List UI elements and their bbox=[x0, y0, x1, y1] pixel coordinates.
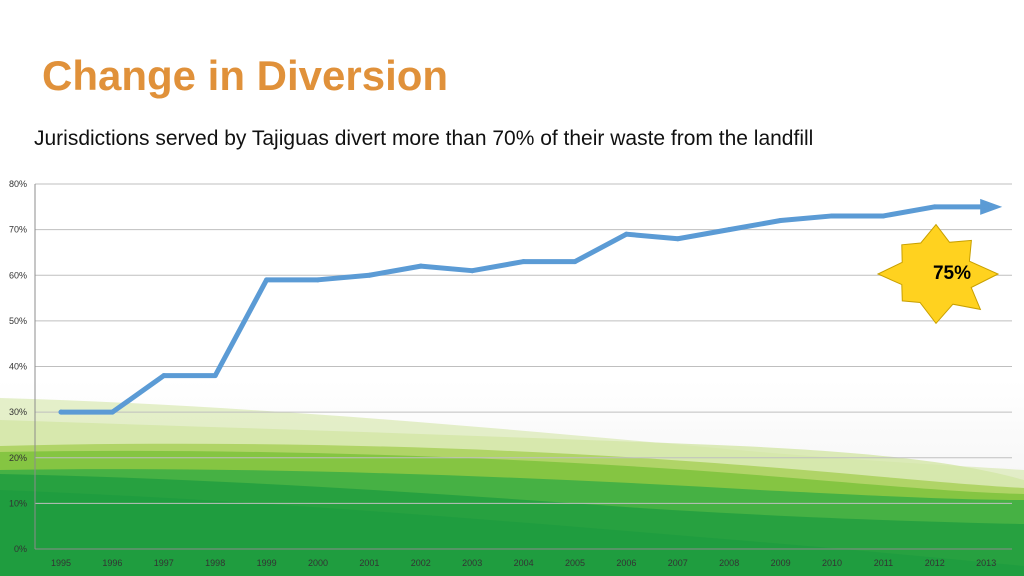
x-tick-label: 2008 bbox=[719, 558, 739, 568]
y-tick-label: 70% bbox=[9, 225, 27, 235]
x-tick-label: 2003 bbox=[462, 558, 482, 568]
background-wave bbox=[0, 490, 1024, 576]
slide-subtitle: Jurisdictions served by Tajiguas divert … bbox=[34, 127, 814, 150]
x-tick-label: 1996 bbox=[102, 558, 122, 568]
data-point bbox=[418, 263, 424, 269]
green-wave-background bbox=[0, 380, 1024, 576]
x-tick-label: 2013 bbox=[976, 558, 996, 568]
data-point bbox=[366, 272, 372, 278]
y-tick-label: 0% bbox=[14, 544, 27, 554]
data-point bbox=[675, 236, 681, 242]
data-point bbox=[829, 213, 835, 219]
y-tick-label: 60% bbox=[9, 270, 27, 280]
data-point bbox=[264, 277, 270, 283]
x-tick-label: 2012 bbox=[925, 558, 945, 568]
x-tick-label: 2001 bbox=[359, 558, 379, 568]
starburst-shape bbox=[876, 223, 1000, 325]
y-tick-label: 10% bbox=[9, 498, 27, 508]
data-point bbox=[212, 373, 218, 379]
chart-axes: 0% 10% 20% 30% 40% 50% 60% 70% 80% 1995 1996 1997 19… bbox=[9, 179, 1012, 568]
x-tick-label: 2004 bbox=[514, 558, 534, 568]
data-point bbox=[623, 231, 629, 237]
x-tick-label: 1995 bbox=[51, 558, 71, 568]
chart-gridlines bbox=[35, 183, 1012, 550]
y-tick-label: 30% bbox=[9, 407, 27, 417]
data-point bbox=[778, 218, 784, 223]
y-tick-label: 20% bbox=[9, 453, 27, 463]
data-point bbox=[932, 204, 938, 210]
data-point bbox=[880, 213, 886, 219]
data-point bbox=[469, 268, 475, 274]
y-tick-label: 40% bbox=[9, 362, 27, 372]
x-tick-label: 2010 bbox=[822, 558, 842, 568]
y-tick-label: 80% bbox=[9, 179, 27, 189]
x-tick-label: 2002 bbox=[411, 558, 431, 568]
x-tick-label: 1998 bbox=[205, 558, 225, 568]
data-point bbox=[726, 227, 732, 233]
data-point bbox=[161, 373, 167, 379]
y-tick-label: 50% bbox=[9, 316, 27, 326]
x-tick-label: 2009 bbox=[771, 558, 791, 568]
data-point bbox=[983, 204, 989, 210]
x-tick-label: 2011 bbox=[874, 558, 893, 568]
x-tick-label: 1999 bbox=[257, 558, 277, 568]
slide-title: Change in Diversion bbox=[42, 52, 449, 99]
x-tick-label: 2006 bbox=[616, 558, 636, 568]
data-point bbox=[315, 277, 321, 283]
x-tick-label: 2000 bbox=[308, 558, 328, 568]
series-arrowhead bbox=[980, 198, 1003, 215]
chart-series bbox=[58, 198, 1003, 415]
data-point bbox=[521, 259, 527, 265]
data-point bbox=[58, 409, 64, 415]
data-point bbox=[572, 259, 578, 265]
data-point bbox=[109, 409, 115, 415]
x-tick-label: 2007 bbox=[668, 558, 688, 568]
x-tick-label: 2005 bbox=[565, 558, 585, 568]
x-tick-label: 1997 bbox=[154, 558, 174, 568]
starburst-callout: 75% bbox=[876, 223, 1000, 325]
callout-label: 75% bbox=[933, 263, 971, 284]
